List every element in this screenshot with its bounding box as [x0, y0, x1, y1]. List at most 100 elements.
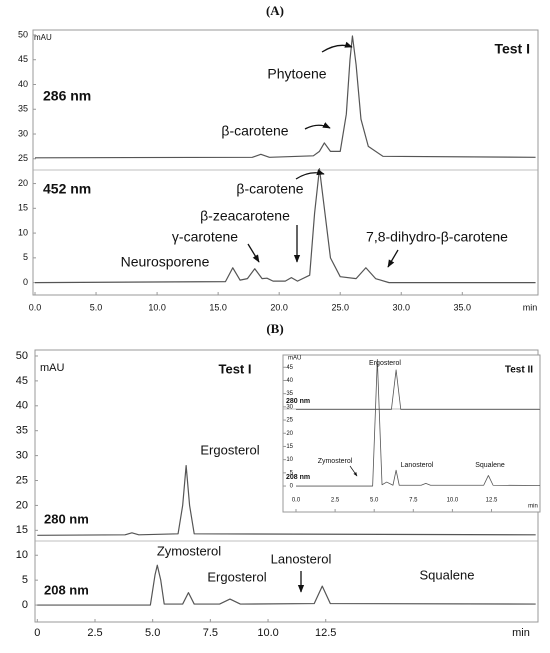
y-tick-label: 50 [18, 29, 28, 39]
x-tick-label: 0 [34, 627, 40, 639]
peak-annotation: β-carotene [221, 123, 288, 139]
y-tick-label: 5 [22, 574, 28, 586]
y-tick-label: 25 [18, 153, 28, 163]
y-tick-label: 25 [16, 474, 28, 486]
trace-label: 208 nm [44, 582, 89, 597]
x-tick-label: 5.0 [145, 627, 160, 639]
y-tick-label: 10 [286, 457, 293, 463]
chromatogram-trace [37, 564, 536, 606]
trace-label: 280 nm [44, 511, 89, 526]
y-tick-label: 0 [290, 484, 294, 490]
x-tick-label: 35.0 [454, 302, 472, 312]
peak-annotation: Ergosterol [200, 442, 259, 457]
y-tick-label: 30 [286, 404, 293, 410]
plot-frame [32, 29, 539, 296]
annotation-arrow [321, 41, 353, 53]
x-tick-label: 10.0 [257, 627, 278, 639]
trace-label: 286 nm [43, 88, 91, 104]
peak-annotation: Zymosterol [318, 458, 353, 465]
y-tick-label: 15 [18, 203, 28, 213]
annotation-arrow [349, 465, 358, 477]
peak-annotation: Ergosterol [207, 569, 266, 584]
y-axis-unit: mAU [34, 33, 52, 42]
x-tick-label: 2.5 [87, 627, 102, 639]
trace-label: 452 nm [43, 181, 91, 197]
y-tick-label: 50 [16, 350, 28, 362]
y-tick-label: 15 [16, 524, 28, 536]
y-tick-label: 0 [22, 599, 28, 611]
x-axis-unit: min [523, 302, 538, 312]
peak-annotation: Zymosterol [157, 543, 221, 558]
y-tick-label: 5 [23, 252, 28, 262]
peak-annotation: Phytoene [267, 66, 326, 82]
peak-annotation: Neurosporene [121, 254, 210, 270]
annotation-arrow [387, 249, 399, 268]
panel-title: (B) [266, 321, 283, 336]
y-tick-label: 40 [18, 79, 28, 89]
x-tick-label: 10.0 [447, 498, 459, 504]
y-tick-label: 35 [286, 391, 293, 397]
peak-annotation: β-zeacarotene [200, 208, 290, 224]
x-tick-label: 0.0 [292, 498, 301, 504]
peak-annotation: β-carotene [236, 181, 303, 197]
y-tick-label: 30 [16, 450, 28, 462]
y-tick-label: 0 [23, 277, 28, 287]
x-tick-label: 10.0 [148, 302, 166, 312]
annotation-arrow [304, 122, 331, 130]
x-tick-label: 2.5 [331, 498, 340, 504]
x-tick-label: 7.5 [409, 498, 418, 504]
chromatogram-trace [296, 369, 540, 410]
peak-annotation: Squalene [420, 567, 475, 582]
peak-annotation: Squalene [475, 462, 505, 469]
x-tick-label: 5.0 [370, 498, 379, 504]
trace-label: 280 nm [286, 398, 310, 405]
x-tick-label: 20.0 [270, 302, 288, 312]
x-tick-label: 15.0 [209, 302, 227, 312]
peak-annotation: Lanosterol [401, 462, 434, 469]
peak-annotation: Ergosterol [369, 360, 401, 367]
y-tick-label: 35 [16, 425, 28, 437]
chromatogram-trace [34, 35, 536, 159]
y-tick-label: 5 [290, 470, 294, 476]
y-tick-label: 20 [16, 499, 28, 511]
y-tick-label: 30 [18, 128, 28, 138]
chromatogram-trace [37, 464, 536, 536]
chromatogram-trace [34, 168, 536, 284]
y-tick-label: 45 [16, 375, 28, 387]
peak-annotation: γ-carotene [172, 229, 238, 245]
y-tick-label: 20 [286, 431, 293, 437]
y-axis-unit: mAU [288, 356, 301, 362]
x-axis-unit: min [512, 627, 530, 639]
y-tick-label: 20 [18, 178, 28, 188]
x-tick-label: 7.5 [203, 627, 218, 639]
trace-label: 208 nm [286, 474, 310, 481]
y-tick-label: 40 [286, 378, 293, 384]
test-label: Test II [505, 365, 533, 376]
test-label: Test I [219, 361, 252, 376]
x-tick-label: 5.0 [90, 302, 103, 312]
y-tick-label: 25 [286, 418, 293, 424]
chart-panel: 0 5 10 15 20 25 30 35 40 45 0.0 2.5 5.0 7.5 10.0 12.5 mA… [282, 354, 541, 513]
x-tick-label: 0.0 [29, 302, 42, 312]
annotation-arrow [247, 243, 260, 263]
peak-annotation: 7,8-dihydro-β-carotene [366, 229, 508, 245]
y-tick-label: 10 [18, 227, 28, 237]
y-tick-label: 45 [286, 365, 293, 371]
y-tick-label: 10 [16, 549, 28, 561]
test-label: Test I [494, 41, 530, 57]
y-tick-label: 45 [18, 54, 28, 64]
plot-frame [282, 354, 541, 513]
panel-title: (A) [266, 3, 284, 18]
y-tick-label: 40 [16, 400, 28, 412]
y-tick-label: 15 [286, 444, 293, 450]
x-tick-label: 12.5 [315, 627, 336, 639]
annotation-arrow [295, 169, 325, 180]
peak-annotation: Lanosterol [271, 551, 332, 566]
x-tick-label: 12.5 [486, 498, 498, 504]
x-axis-unit: min [528, 504, 538, 510]
y-tick-label: 35 [18, 104, 28, 114]
x-tick-label: 25.0 [331, 302, 349, 312]
x-tick-label: 30.0 [392, 302, 410, 312]
